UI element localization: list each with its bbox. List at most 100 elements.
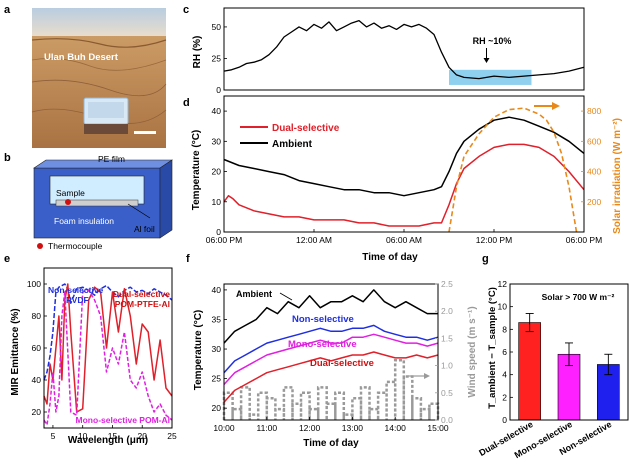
panel-letter-c: c <box>183 4 189 16</box>
e-xtick-label: 5 <box>51 431 56 441</box>
f-label-dual: Dual-selective <box>310 358 374 369</box>
d-ytick-label: 30 <box>212 136 222 146</box>
d-solar-axis-arrowhead <box>552 102 560 110</box>
f-non-selective-line <box>223 324 439 374</box>
panel-a: a Ulan Buh Desert <box>4 4 167 148</box>
thermocouple-dot <box>65 199 71 205</box>
e-ytick-label: 60 <box>32 343 42 353</box>
d-y2-ytick-label: 200 <box>587 197 601 207</box>
f-ytick-label: 30 <box>212 344 222 354</box>
f-xtick-label: 15:00 <box>427 423 449 433</box>
f-wind-speed-line <box>222 358 440 420</box>
d-y2label: Solar irradiation (W m⁻²) <box>612 118 623 234</box>
f-label-ambient: Ambient <box>236 289 272 299</box>
g-ytick-label: 12 <box>498 279 508 289</box>
photo-sky <box>32 8 166 36</box>
c-rh-line <box>223 19 585 80</box>
g-title: Solar > 700 W m⁻² <box>542 292 615 302</box>
al-foil-layer <box>55 199 139 207</box>
c-annotation-arrowhead <box>483 58 490 63</box>
d-legend-dual-label: Dual-selective <box>272 123 340 134</box>
e-label-mono: Mono-selective POM-Al <box>76 415 170 425</box>
d-xtick-label: 06:00 AM <box>386 235 422 245</box>
f-dual-selective-line <box>223 351 439 403</box>
c-ytick-label: 50 <box>212 22 222 32</box>
f-ytick-label: 35 <box>212 314 222 324</box>
e-mono-selective-line <box>43 289 173 426</box>
d-xtick-label: 06:00 PM <box>206 235 242 245</box>
f-axes-frame <box>223 283 439 421</box>
f-label-mono: Mono-selective <box>288 339 357 350</box>
panel-letter-e: e <box>4 253 10 265</box>
dune-ripple <box>31 79 167 97</box>
f-mono-selective-line <box>223 333 439 386</box>
e-non-selective-line <box>43 283 173 381</box>
label-pe-film: PE film <box>98 154 125 164</box>
d-axes-frame <box>223 95 585 233</box>
pe-film-cavity <box>49 175 145 205</box>
f-y2-ytick-label: 2.5 <box>441 279 453 289</box>
e-xlabel: Wavelength (μm) <box>68 435 148 446</box>
e-ylabel: MIR Emittance (%) <box>10 308 21 395</box>
thermocouple-legend-dot <box>37 243 43 249</box>
d-dual-line <box>223 143 585 227</box>
panel-letter-f: f <box>186 253 190 265</box>
label-foam: Foam insulation <box>54 216 114 226</box>
dune-ridge <box>31 38 167 48</box>
e-label-pom-ptfe: POM-PTFE-Al <box>115 299 170 309</box>
f-xtick-label: 10:00 <box>213 423 235 433</box>
g-ytick-label: 2 <box>502 392 507 402</box>
g-ytick-label: 6 <box>502 347 507 357</box>
g-bar-dual-selective <box>518 322 541 421</box>
f-xtick-label: 12:00 <box>299 423 321 433</box>
e-ytick-label: 40 <box>32 375 42 385</box>
f-y2-ytick-label: 1.0 <box>441 361 453 371</box>
f-y2label: Wind speed (m s⁻¹) <box>467 306 478 397</box>
panel-c-chart: RH (%) RH ~10% 0 25 50 <box>192 7 585 95</box>
e-xtick-label: 15 <box>108 431 118 441</box>
f-ambient-pointer <box>279 292 293 301</box>
e-xtick-label: 20 <box>137 431 147 441</box>
d-y2-ytick-label: 800 <box>587 106 601 116</box>
f-y2-ytick-label: 1.5 <box>441 333 453 343</box>
f-xlabel: Time of day <box>303 438 359 449</box>
g-ytick-label: 10 <box>498 302 508 312</box>
panel-b: b PE film Sample Foam insulation Al foil… <box>4 152 173 251</box>
f-y2-ytick-label: 0.0 <box>441 415 453 425</box>
d-xlabel: Time of day <box>362 252 418 263</box>
d-legend-ambient-label: Ambient <box>272 139 313 150</box>
device-film <box>88 102 124 118</box>
f-xtick-label: 13:00 <box>342 423 364 433</box>
c-ylabel: RH (%) <box>192 36 203 69</box>
panel-letter-g: g <box>482 253 489 265</box>
f-xtick-label: 14:00 <box>385 423 407 433</box>
e-ytick-label: 20 <box>32 407 42 417</box>
f-ytick-label: 25 <box>212 374 222 384</box>
scale-bar <box>134 131 156 134</box>
d-y2-ytick-label: 400 <box>587 167 601 177</box>
d-solar-line <box>448 107 578 233</box>
e-dual-selective-line <box>43 283 173 413</box>
g-ylabel: T_ambient − T_sample (°C) <box>487 287 498 409</box>
panel-g-chart: T_ambient − T_sample (°C) Solar > 700 W … <box>477 279 629 460</box>
f-ambient-line <box>223 289 438 344</box>
d-ytick-label: 40 <box>212 106 222 116</box>
f-y2-ytick-label: 0.5 <box>441 388 453 398</box>
g-ytick-label: 0 <box>502 415 507 425</box>
f-label-non: Non-selective <box>292 314 354 325</box>
dune-ripple <box>31 58 167 71</box>
d-ytick-label: 20 <box>212 167 222 177</box>
f-wind-axis-arrowhead <box>424 373 430 379</box>
device-stand <box>84 124 128 134</box>
d-y2-ytick-label: 600 <box>587 136 601 146</box>
panel-letter-a: a <box>4 4 11 16</box>
c-rh-band <box>449 69 532 85</box>
f-ylabel: Temperature (°C) <box>193 310 204 391</box>
e-xtick-label: 10 <box>78 431 88 441</box>
panel-e-chart: MIR Emittance (%) Wavelength (μm) 20 40 60… <box>10 267 177 446</box>
f-ytick-label: 20 <box>212 403 222 413</box>
label-sample: Sample <box>56 188 85 198</box>
e-label-non: Non-selective <box>48 285 104 295</box>
e-label-dual: Dual-selective <box>113 289 170 299</box>
